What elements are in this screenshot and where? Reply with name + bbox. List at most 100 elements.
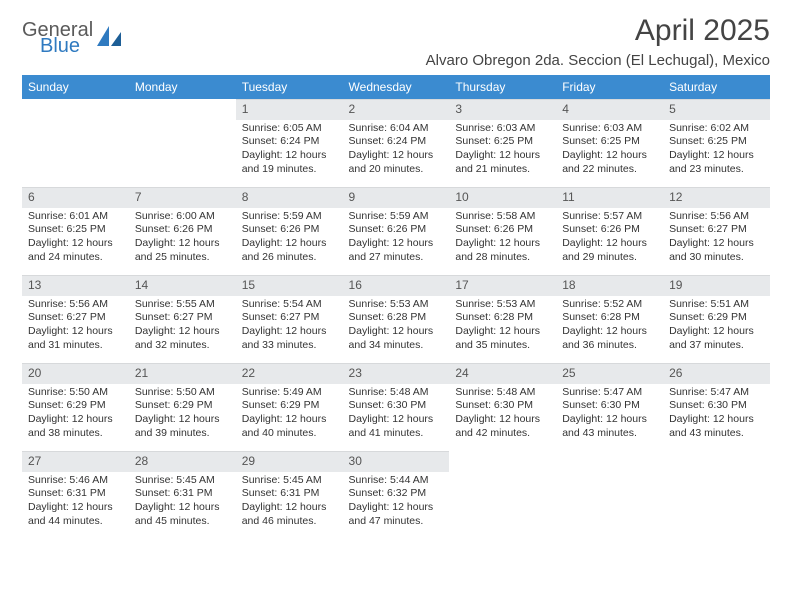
calendar-cell xyxy=(663,451,770,539)
day-number: 1 xyxy=(236,99,343,120)
brand-line2: Blue xyxy=(40,36,93,56)
day-number: 24 xyxy=(449,363,556,384)
day-detail: Sunrise: 5:57 AMSunset: 6:26 PMDaylight:… xyxy=(556,208,663,271)
day-detail: Sunrise: 6:01 AMSunset: 6:25 PMDaylight:… xyxy=(22,208,129,271)
calendar-cell: 9Sunrise: 5:59 AMSunset: 6:26 PMDaylight… xyxy=(343,187,450,275)
day-number: 29 xyxy=(236,451,343,472)
day-number: 17 xyxy=(449,275,556,296)
day-detail: Sunrise: 5:49 AMSunset: 6:29 PMDaylight:… xyxy=(236,384,343,447)
calendar-cell: 7Sunrise: 6:00 AMSunset: 6:26 PMDaylight… xyxy=(129,187,236,275)
calendar-cell: 11Sunrise: 5:57 AMSunset: 6:26 PMDayligh… xyxy=(556,187,663,275)
calendar-cell: 20Sunrise: 5:50 AMSunset: 6:29 PMDayligh… xyxy=(22,363,129,451)
day-number: 23 xyxy=(343,363,450,384)
day-detail: Sunrise: 5:53 AMSunset: 6:28 PMDaylight:… xyxy=(343,296,450,359)
calendar-cell: 16Sunrise: 5:53 AMSunset: 6:28 PMDayligh… xyxy=(343,275,450,363)
day-number: 10 xyxy=(449,187,556,208)
calendar-cell: 14Sunrise: 5:55 AMSunset: 6:27 PMDayligh… xyxy=(129,275,236,363)
day-number: 8 xyxy=(236,187,343,208)
day-number: 18 xyxy=(556,275,663,296)
day-detail: Sunrise: 5:52 AMSunset: 6:28 PMDaylight:… xyxy=(556,296,663,359)
day-header: Monday xyxy=(129,75,236,99)
day-detail: Sunrise: 5:51 AMSunset: 6:29 PMDaylight:… xyxy=(663,296,770,359)
calendar-cell: 29Sunrise: 5:45 AMSunset: 6:31 PMDayligh… xyxy=(236,451,343,539)
calendar-cell: 27Sunrise: 5:46 AMSunset: 6:31 PMDayligh… xyxy=(22,451,129,539)
day-number: 12 xyxy=(663,187,770,208)
day-header: Sunday xyxy=(22,75,129,99)
day-detail: Sunrise: 5:47 AMSunset: 6:30 PMDaylight:… xyxy=(663,384,770,447)
day-number: 20 xyxy=(22,363,129,384)
day-header: Tuesday xyxy=(236,75,343,99)
brand-sail-icon xyxy=(97,26,123,53)
day-detail: Sunrise: 6:04 AMSunset: 6:24 PMDaylight:… xyxy=(343,120,450,183)
day-detail: Sunrise: 5:59 AMSunset: 6:26 PMDaylight:… xyxy=(343,208,450,271)
month-title: April 2025 xyxy=(426,14,770,48)
calendar-cell: 21Sunrise: 5:50 AMSunset: 6:29 PMDayligh… xyxy=(129,363,236,451)
day-detail: Sunrise: 6:05 AMSunset: 6:24 PMDaylight:… xyxy=(236,120,343,183)
day-detail: Sunrise: 5:44 AMSunset: 6:32 PMDaylight:… xyxy=(343,472,450,535)
day-detail: Sunrise: 5:56 AMSunset: 6:27 PMDaylight:… xyxy=(663,208,770,271)
day-number: 3 xyxy=(449,99,556,120)
calendar-cell: 25Sunrise: 5:47 AMSunset: 6:30 PMDayligh… xyxy=(556,363,663,451)
calendar-cell: 10Sunrise: 5:58 AMSunset: 6:26 PMDayligh… xyxy=(449,187,556,275)
location-subtitle: Alvaro Obregon 2da. Seccion (El Lechugal… xyxy=(426,52,770,69)
calendar-cell: 26Sunrise: 5:47 AMSunset: 6:30 PMDayligh… xyxy=(663,363,770,451)
calendar-cell: 28Sunrise: 5:45 AMSunset: 6:31 PMDayligh… xyxy=(129,451,236,539)
day-number: 2 xyxy=(343,99,450,120)
calendar-cell: 12Sunrise: 5:56 AMSunset: 6:27 PMDayligh… xyxy=(663,187,770,275)
day-number: 5 xyxy=(663,99,770,120)
day-number: 6 xyxy=(22,187,129,208)
calendar-cell: 3Sunrise: 6:03 AMSunset: 6:25 PMDaylight… xyxy=(449,99,556,187)
day-number: 26 xyxy=(663,363,770,384)
calendar-cell: 18Sunrise: 5:52 AMSunset: 6:28 PMDayligh… xyxy=(556,275,663,363)
brand-logo: General Blue xyxy=(22,20,123,56)
calendar-cell xyxy=(449,451,556,539)
day-detail: Sunrise: 5:50 AMSunset: 6:29 PMDaylight:… xyxy=(129,384,236,447)
day-detail: Sunrise: 6:02 AMSunset: 6:25 PMDaylight:… xyxy=(663,120,770,183)
day-detail: Sunrise: 5:48 AMSunset: 6:30 PMDaylight:… xyxy=(449,384,556,447)
day-number: 25 xyxy=(556,363,663,384)
day-number: 9 xyxy=(343,187,450,208)
calendar-cell xyxy=(556,451,663,539)
calendar-cell: 1Sunrise: 6:05 AMSunset: 6:24 PMDaylight… xyxy=(236,99,343,187)
day-detail: Sunrise: 5:55 AMSunset: 6:27 PMDaylight:… xyxy=(129,296,236,359)
day-number: 21 xyxy=(129,363,236,384)
day-detail: Sunrise: 6:00 AMSunset: 6:26 PMDaylight:… xyxy=(129,208,236,271)
calendar-cell: 22Sunrise: 5:49 AMSunset: 6:29 PMDayligh… xyxy=(236,363,343,451)
day-detail: Sunrise: 5:50 AMSunset: 6:29 PMDaylight:… xyxy=(22,384,129,447)
day-header: Wednesday xyxy=(343,75,450,99)
calendar-cell: 6Sunrise: 6:01 AMSunset: 6:25 PMDaylight… xyxy=(22,187,129,275)
day-header: Saturday xyxy=(663,75,770,99)
calendar-table: SundayMondayTuesdayWednesdayThursdayFrid… xyxy=(22,75,770,539)
day-detail: Sunrise: 6:03 AMSunset: 6:25 PMDaylight:… xyxy=(449,120,556,183)
day-number: 19 xyxy=(663,275,770,296)
calendar-cell: 24Sunrise: 5:48 AMSunset: 6:30 PMDayligh… xyxy=(449,363,556,451)
calendar-cell: 5Sunrise: 6:02 AMSunset: 6:25 PMDaylight… xyxy=(663,99,770,187)
calendar-cell: 8Sunrise: 5:59 AMSunset: 6:26 PMDaylight… xyxy=(236,187,343,275)
day-detail: Sunrise: 5:45 AMSunset: 6:31 PMDaylight:… xyxy=(129,472,236,535)
calendar-cell: 15Sunrise: 5:54 AMSunset: 6:27 PMDayligh… xyxy=(236,275,343,363)
day-detail: Sunrise: 5:47 AMSunset: 6:30 PMDaylight:… xyxy=(556,384,663,447)
day-number: 16 xyxy=(343,275,450,296)
day-detail: Sunrise: 5:56 AMSunset: 6:27 PMDaylight:… xyxy=(22,296,129,359)
day-number: 11 xyxy=(556,187,663,208)
calendar-cell: 30Sunrise: 5:44 AMSunset: 6:32 PMDayligh… xyxy=(343,451,450,539)
day-header: Thursday xyxy=(449,75,556,99)
day-detail: Sunrise: 5:48 AMSunset: 6:30 PMDaylight:… xyxy=(343,384,450,447)
day-number: 15 xyxy=(236,275,343,296)
header: General Blue April 2025 Alvaro Obregon 2… xyxy=(22,14,770,69)
day-detail: Sunrise: 5:58 AMSunset: 6:26 PMDaylight:… xyxy=(449,208,556,271)
day-number: 30 xyxy=(343,451,450,472)
calendar-cell xyxy=(22,99,129,187)
calendar-cell: 13Sunrise: 5:56 AMSunset: 6:27 PMDayligh… xyxy=(22,275,129,363)
day-number: 7 xyxy=(129,187,236,208)
calendar-cell: 4Sunrise: 6:03 AMSunset: 6:25 PMDaylight… xyxy=(556,99,663,187)
day-number: 14 xyxy=(129,275,236,296)
day-detail: Sunrise: 6:03 AMSunset: 6:25 PMDaylight:… xyxy=(556,120,663,183)
calendar-cell: 17Sunrise: 5:53 AMSunset: 6:28 PMDayligh… xyxy=(449,275,556,363)
day-number: 4 xyxy=(556,99,663,120)
calendar-cell xyxy=(129,99,236,187)
calendar-cell: 19Sunrise: 5:51 AMSunset: 6:29 PMDayligh… xyxy=(663,275,770,363)
calendar-cell: 2Sunrise: 6:04 AMSunset: 6:24 PMDaylight… xyxy=(343,99,450,187)
day-number: 22 xyxy=(236,363,343,384)
day-detail: Sunrise: 5:53 AMSunset: 6:28 PMDaylight:… xyxy=(449,296,556,359)
